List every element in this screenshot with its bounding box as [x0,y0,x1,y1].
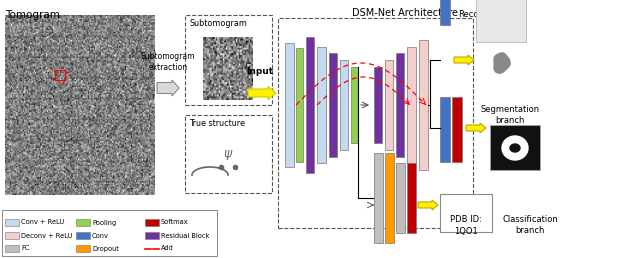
Bar [440,194,492,232]
Text: Deconv + ReLU: Deconv + ReLU [21,232,72,238]
Bar [185,15,272,105]
Bar [76,245,90,252]
Text: Reconstruction
branch: Reconstruction branch [458,10,522,30]
Bar [419,40,428,170]
Bar [76,219,90,226]
Bar [476,0,526,42]
Bar [440,97,450,162]
Text: True structure: True structure [189,119,245,128]
Bar [329,53,337,157]
Bar [5,245,19,252]
Text: Input: Input [246,68,273,77]
Text: Tomogram: Tomogram [5,10,60,20]
Bar [278,18,473,228]
Text: Segmentation
branch: Segmentation branch [481,105,540,125]
Bar [145,232,159,239]
Text: ψ: ψ [224,147,232,159]
Text: Classification
branch: Classification branch [502,215,558,235]
Bar [145,219,159,226]
FancyArrow shape [157,80,179,96]
FancyArrow shape [466,123,486,133]
Text: Pooling: Pooling [92,220,116,225]
Bar [340,60,348,150]
Text: Residual Block: Residual Block [161,232,209,238]
Bar [396,163,405,233]
Bar [76,232,90,239]
Bar [351,67,358,143]
FancyArrow shape [454,55,474,65]
Bar [285,43,294,167]
Text: Softmax: Softmax [161,220,189,225]
Bar [5,219,19,226]
Text: Add: Add [161,246,174,252]
Text: Conv: Conv [92,232,109,238]
Bar [306,37,314,173]
Polygon shape [502,136,528,160]
Text: Subtomogram: Subtomogram [189,19,247,28]
Bar [490,125,540,170]
Bar [55,70,65,80]
Bar [296,48,303,162]
Bar [440,0,450,25]
Bar [452,97,462,162]
Bar [185,115,272,193]
Bar [5,232,19,239]
Polygon shape [494,53,510,73]
Text: FC: FC [21,246,29,252]
Bar [385,153,394,243]
Bar [385,60,393,150]
FancyArrow shape [418,200,438,210]
Bar [374,153,383,243]
Text: Subtomogram
extraction: Subtomogram extraction [141,52,195,72]
Polygon shape [510,144,520,152]
Bar [374,67,382,143]
Bar [317,47,326,163]
Bar [2,210,217,256]
Text: DSM-Net Architecture: DSM-Net Architecture [353,8,458,18]
Bar [396,53,404,157]
Text: PDB ID:
1QO1: PDB ID: 1QO1 [450,215,482,236]
Bar [407,163,416,233]
FancyArrow shape [248,86,276,100]
Bar [407,47,416,163]
Text: Dropout: Dropout [92,246,119,252]
Text: Conv + ReLU: Conv + ReLU [21,220,64,225]
